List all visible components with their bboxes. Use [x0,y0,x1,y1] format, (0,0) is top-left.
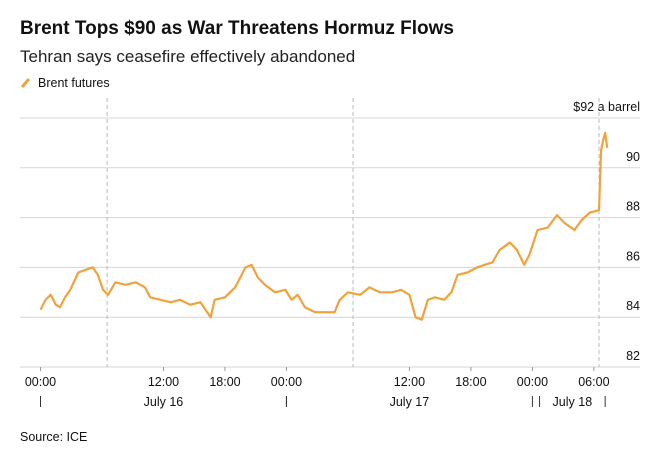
chart-subtitle: Tehran says ceasefire effectively abando… [20,47,355,66]
x-tick-label: 18:00 [455,375,486,389]
legend-swatch [20,78,31,88]
y-tick-label: 86 [626,249,640,263]
x-tick-label: 00:00 [271,375,302,389]
legend-label: Brent futures [38,76,110,90]
source: Source: ICE [20,430,87,444]
x-tick-label: 12:00 [148,375,179,389]
y-tick-label: 82 [626,349,640,363]
y-tick-label: 88 [626,200,640,214]
y-tick-label: $92 a barrel [573,100,640,114]
day-label: July 18 [553,395,593,409]
x-tick-label: 18:00 [209,375,240,389]
x-tick-label: 06:00 [578,375,609,389]
y-tick-label: 84 [626,299,640,313]
data-line [39,131,609,321]
x-tick-label: 00:00 [517,375,548,389]
chart-title: Brent Tops $90 as War Threatens Hormuz F… [20,18,454,39]
day-label: July 16 [144,395,184,409]
y-tick-label: 90 [626,150,640,164]
x-tick-label: 12:00 [394,375,425,389]
day-label: July 17 [390,395,430,409]
x-tick-label: 00:00 [25,375,56,389]
